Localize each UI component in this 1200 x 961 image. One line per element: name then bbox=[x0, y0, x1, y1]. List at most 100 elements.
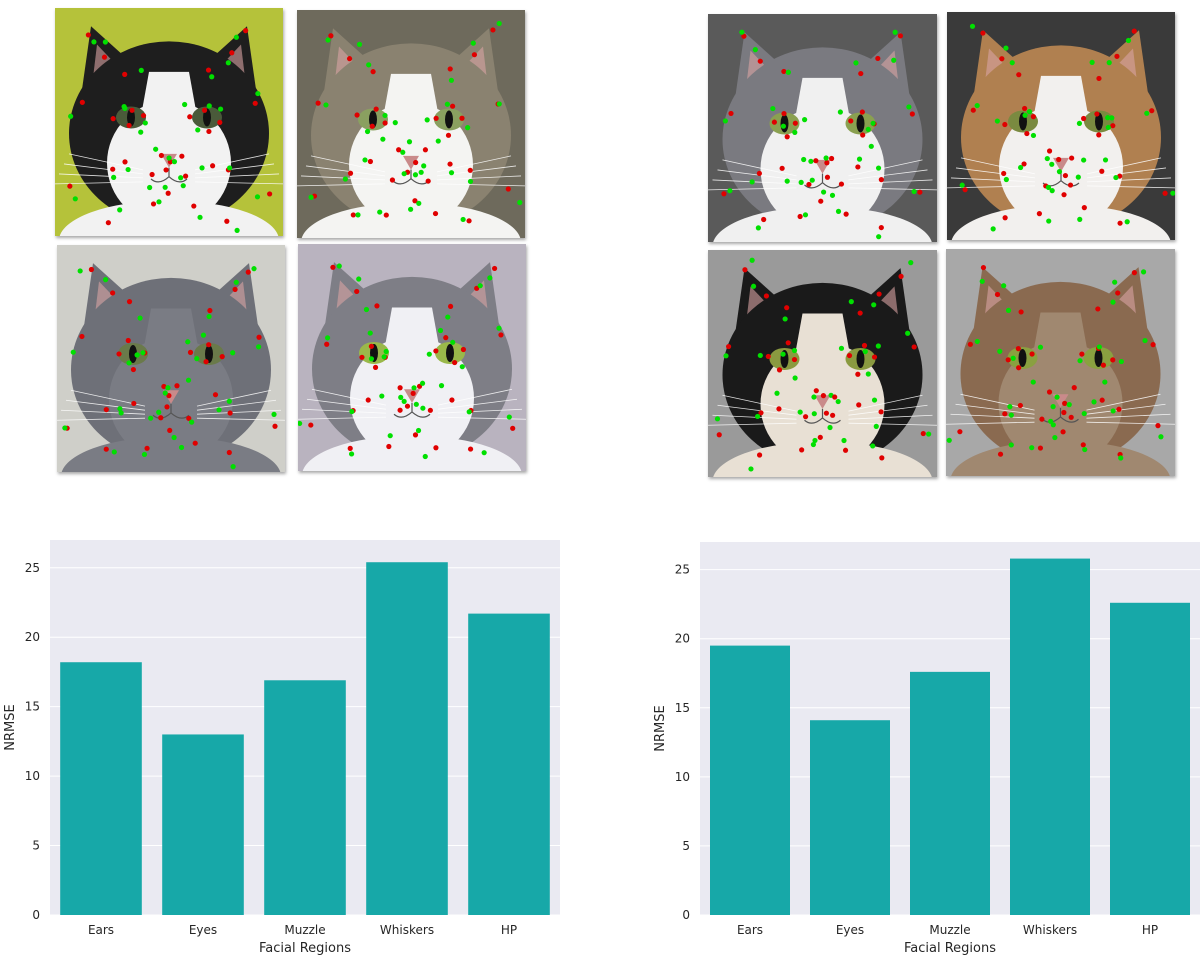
ground-truth-landmark bbox=[374, 303, 380, 309]
ground-truth-landmark bbox=[88, 266, 95, 273]
ground-truth-landmark bbox=[779, 165, 785, 171]
y-tick-label: 5 bbox=[682, 839, 690, 853]
predicted-landmark bbox=[1001, 283, 1007, 289]
predicted-landmark bbox=[739, 29, 745, 35]
predicted-landmark bbox=[153, 146, 159, 152]
ground-truth-landmark bbox=[980, 264, 987, 271]
predicted-landmark bbox=[324, 335, 331, 341]
predicted-landmark bbox=[487, 275, 493, 281]
predicted-landmark bbox=[445, 314, 451, 320]
ground-truth-landmark bbox=[1068, 414, 1074, 420]
predicted-landmark bbox=[1102, 157, 1109, 163]
predicted-landmark bbox=[308, 194, 314, 200]
ground-truth-landmark bbox=[206, 342, 212, 348]
bar-whiskers bbox=[1010, 558, 1090, 915]
predicted-landmark bbox=[437, 327, 444, 334]
ground-truth-landmark bbox=[994, 291, 1001, 298]
predicted-landmark bbox=[465, 125, 471, 131]
ground-truth-landmark bbox=[855, 164, 861, 170]
ground-truth-landmark bbox=[1017, 402, 1023, 409]
predicted-landmark bbox=[70, 349, 76, 355]
predicted-landmark bbox=[197, 214, 203, 220]
ground-truth-landmark bbox=[386, 443, 392, 450]
ground-truth-landmark bbox=[324, 341, 330, 347]
bar-ears bbox=[60, 662, 142, 915]
ground-truth-landmark bbox=[980, 30, 986, 36]
ground-truth-landmark bbox=[1099, 168, 1105, 174]
predicted-landmark bbox=[782, 316, 788, 322]
predicted-landmark bbox=[117, 406, 123, 412]
ground-truth-landmark bbox=[116, 351, 122, 357]
cat-face-image bbox=[57, 245, 285, 472]
predicted-landmark bbox=[1026, 108, 1033, 115]
ground-truth-landmark bbox=[1096, 75, 1102, 82]
predicted-landmark bbox=[911, 188, 917, 195]
ground-truth-landmark bbox=[354, 112, 360, 118]
predicted-landmark bbox=[1140, 269, 1147, 275]
ground-truth-landmark bbox=[1002, 121, 1008, 128]
predicted-landmark bbox=[808, 158, 814, 164]
predicted-landmark bbox=[827, 424, 833, 431]
ground-truth-landmark bbox=[830, 412, 836, 418]
predicted-landmark bbox=[1037, 344, 1044, 350]
y-tick-label: 15 bbox=[675, 701, 690, 715]
ground-truth-landmark bbox=[855, 371, 861, 377]
predicted-landmark bbox=[1018, 164, 1024, 171]
predicted-landmark bbox=[435, 138, 441, 144]
predicted-landmark bbox=[974, 102, 980, 109]
ground-truth-landmark bbox=[970, 107, 976, 113]
cat-face-image bbox=[947, 12, 1175, 240]
predicted-landmark bbox=[905, 330, 911, 336]
predicted-landmark bbox=[994, 118, 1000, 124]
ground-truth-landmark bbox=[1061, 409, 1067, 416]
ground-truth-landmark bbox=[848, 118, 854, 124]
ground-truth-landmark bbox=[1094, 111, 1100, 117]
ground-truth-landmark bbox=[1018, 309, 1024, 315]
ground-truth-landmark bbox=[725, 343, 732, 350]
ground-truth-landmark bbox=[227, 410, 233, 416]
ground-truth-landmark bbox=[776, 367, 783, 373]
predicted-landmark bbox=[801, 156, 807, 163]
x-axis-label: Facial Regions bbox=[259, 941, 351, 956]
predicted-landmark bbox=[1110, 408, 1116, 414]
predicted-landmark bbox=[111, 449, 117, 455]
predicted-landmark bbox=[784, 178, 790, 184]
predicted-landmark bbox=[226, 398, 232, 404]
predicted-landmark bbox=[841, 437, 847, 444]
nrmse-bar-chart-left: 0 5 10 15 20 25 Ears Eyes Muzzle Whiskers HP Facial… bbox=[0, 520, 560, 961]
ground-truth-landmark bbox=[471, 52, 478, 58]
predicted-landmark bbox=[770, 105, 776, 112]
ground-truth-landmark bbox=[161, 383, 167, 390]
predicted-landmark bbox=[797, 409, 803, 415]
predicted-landmark bbox=[714, 416, 721, 422]
ground-truth-landmark bbox=[1115, 290, 1121, 296]
predicted-landmark bbox=[853, 60, 859, 66]
predicted-landmark bbox=[412, 172, 419, 178]
predicted-landmark bbox=[147, 184, 153, 191]
ground-truth-landmark bbox=[498, 332, 504, 338]
x-tick-label: Muzzle bbox=[284, 923, 325, 937]
ground-truth-landmark bbox=[776, 406, 782, 412]
predicted-landmark bbox=[873, 423, 879, 429]
ground-truth-landmark bbox=[459, 115, 465, 121]
predicted-landmark bbox=[102, 39, 108, 45]
y-tick-label: 20 bbox=[675, 632, 690, 646]
ground-truth-landmark bbox=[85, 32, 91, 38]
ground-truth-landmark bbox=[806, 181, 812, 188]
predicted-landmark bbox=[363, 306, 370, 313]
y-tick-label: 25 bbox=[25, 561, 40, 575]
ground-truth-landmark bbox=[389, 177, 396, 183]
predicted-landmark bbox=[438, 383, 445, 389]
ground-truth-landmark bbox=[791, 356, 798, 363]
ground-truth-landmark bbox=[797, 213, 803, 220]
predicted-landmark bbox=[979, 278, 985, 284]
predicted-landmark bbox=[185, 339, 191, 345]
ground-truth-landmark bbox=[367, 158, 374, 165]
predicted-landmark bbox=[415, 427, 422, 434]
predicted-landmark bbox=[137, 315, 143, 321]
ground-truth-landmark bbox=[1099, 397, 1105, 403]
predicted-landmark bbox=[298, 420, 303, 427]
ground-truth-landmark bbox=[1150, 342, 1156, 348]
predicted-landmark bbox=[470, 40, 476, 46]
predicted-landmark bbox=[812, 437, 818, 444]
